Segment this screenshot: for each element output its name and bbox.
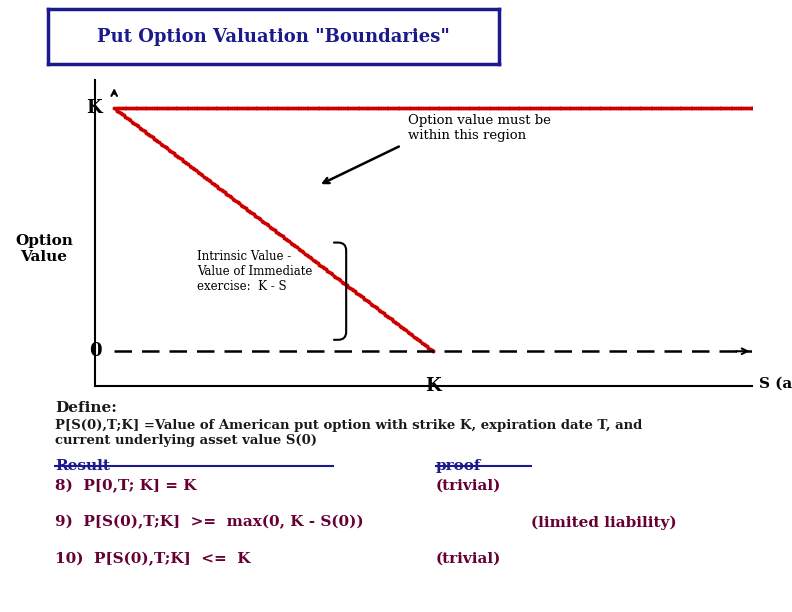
Text: (trivial): (trivial) (436, 479, 501, 493)
Text: K: K (425, 377, 441, 395)
Text: Put Option Valuation "Boundaries": Put Option Valuation "Boundaries" (97, 28, 450, 46)
Text: 10)  P[S(0),T;K]  <=  K: 10) P[S(0),T;K] <= K (55, 552, 251, 566)
Text: Define:: Define: (55, 401, 117, 415)
Text: Option value must be
within this region: Option value must be within this region (408, 114, 550, 143)
Text: S (asset price): S (asset price) (759, 377, 792, 391)
Text: P[S(0),T;K] =Value of American put option with strike K, expiration date T, and
: P[S(0),T;K] =Value of American put optio… (55, 419, 642, 447)
Text: 0: 0 (89, 342, 101, 360)
Text: 8)  P[0,T; K] = K: 8) P[0,T; K] = K (55, 479, 197, 493)
Text: 9)  P[S(0),T;K]  >=  max(0, K - S(0)): 9) P[S(0),T;K] >= max(0, K - S(0)) (55, 515, 364, 529)
Text: (limited liability): (limited liability) (531, 515, 676, 530)
Text: Result: Result (55, 459, 110, 473)
Text: Option
Value: Option Value (15, 234, 73, 264)
Text: proof: proof (436, 459, 481, 473)
Text: (trivial): (trivial) (436, 552, 501, 566)
Text: Intrinsic Value -
Value of Immediate
exercise:  K - S: Intrinsic Value - Value of Immediate exe… (197, 250, 313, 293)
Text: K: K (86, 99, 101, 117)
